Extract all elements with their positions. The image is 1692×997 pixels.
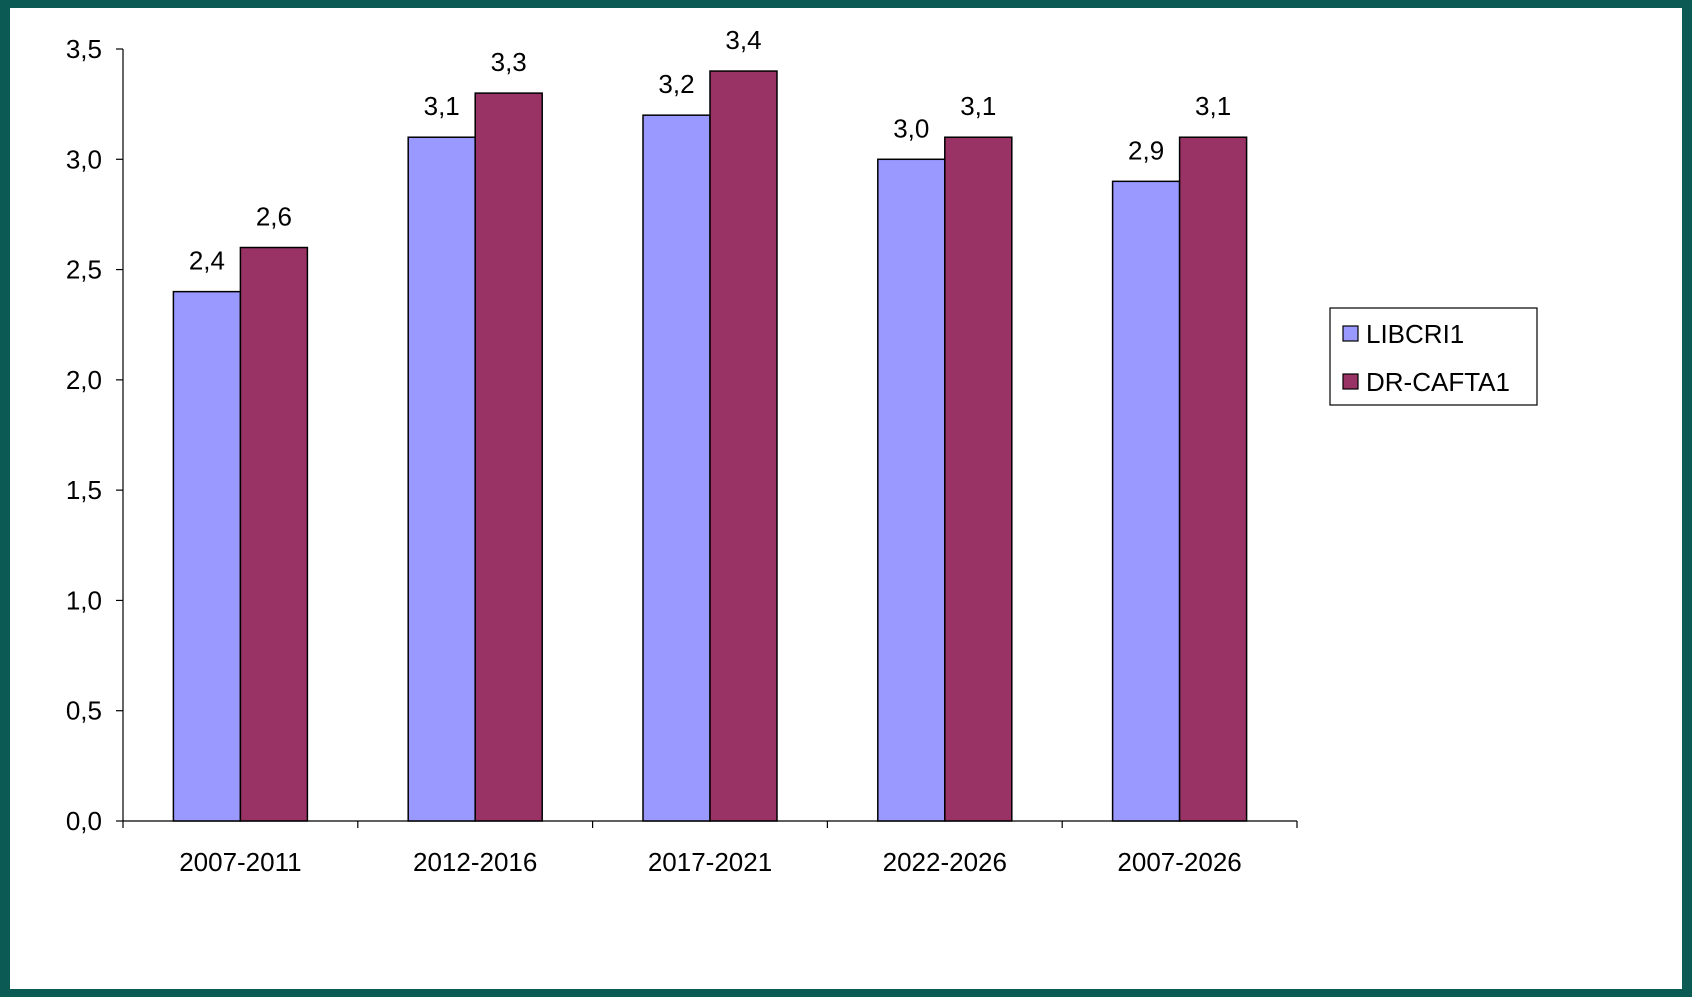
y-tick-label: 0,0 xyxy=(66,806,102,836)
bar-libcri1 xyxy=(1111,180,1181,822)
x-tick-label: 2007-2011 xyxy=(179,847,301,877)
bar-libcri1 xyxy=(642,114,711,822)
bar-libcri1 xyxy=(877,158,946,822)
bar-libcri1 xyxy=(172,290,242,822)
legend: LIBCRI1 DR-CAFTA1 xyxy=(1329,307,1538,406)
legend-swatch xyxy=(1342,373,1359,390)
chart-frame: 0,0 0,5 1,0 1,5 2,0 2,5 3,0 3,5 2007-2011 2012-2… xyxy=(10,8,1682,989)
y-tick-label: 3,0 xyxy=(66,144,102,174)
legend-label: LIBCRI1 xyxy=(1366,319,1464,349)
bar-dr-cafta1 xyxy=(239,246,309,822)
data-label: 2,4 xyxy=(189,246,225,276)
data-labels: 2,4 3,1 3,2 3,0 2,9 2,6 3,3 3,4 3,1 3,1 xyxy=(189,25,1231,276)
bars xyxy=(172,70,1248,822)
x-axis: 2007-2011 2012-2016 2017-2021 2022-2026 2007… xyxy=(122,820,1298,877)
legend-label: DR-CAFTA1 xyxy=(1366,367,1510,397)
y-tick-label: 0,5 xyxy=(66,696,102,726)
bar-dr-cafta1 xyxy=(1178,136,1248,822)
data-label: 3,0 xyxy=(893,113,929,143)
data-label: 3,1 xyxy=(424,91,460,121)
data-label: 3,2 xyxy=(658,69,694,99)
data-label: 2,9 xyxy=(1128,135,1164,165)
y-tick-label: 3,5 xyxy=(66,34,102,64)
y-tick-label: 2,5 xyxy=(66,255,102,285)
data-label: 3,1 xyxy=(1195,91,1231,121)
y-tick-label: 2,0 xyxy=(66,365,102,395)
x-tick-label: 2012-2016 xyxy=(413,847,537,877)
x-tick-label: 2017-2021 xyxy=(648,847,772,877)
data-label: 3,1 xyxy=(960,91,996,121)
bar-dr-cafta1 xyxy=(474,92,543,822)
legend-swatch xyxy=(1342,325,1359,342)
y-tick-label: 1,0 xyxy=(66,585,102,615)
x-tick-label: 2022-2026 xyxy=(883,847,1007,877)
bar-dr-cafta1 xyxy=(944,136,1013,822)
x-tick-label: 2007-2026 xyxy=(1117,847,1241,877)
y-axis: 0,0 0,5 1,0 1,5 2,0 2,5 3,0 3,5 xyxy=(66,34,124,836)
bar-dr-cafta1 xyxy=(709,70,778,822)
y-tick-label: 1,5 xyxy=(66,475,102,505)
legend-box xyxy=(1329,307,1538,406)
data-label: 2,6 xyxy=(256,202,292,232)
data-label: 3,3 xyxy=(491,47,527,77)
data-label: 3,4 xyxy=(725,25,761,55)
bar-chart: 0,0 0,5 1,0 1,5 2,0 2,5 3,0 3,5 2007-2011 2012-2… xyxy=(66,25,1538,877)
bar-libcri1 xyxy=(407,136,476,822)
